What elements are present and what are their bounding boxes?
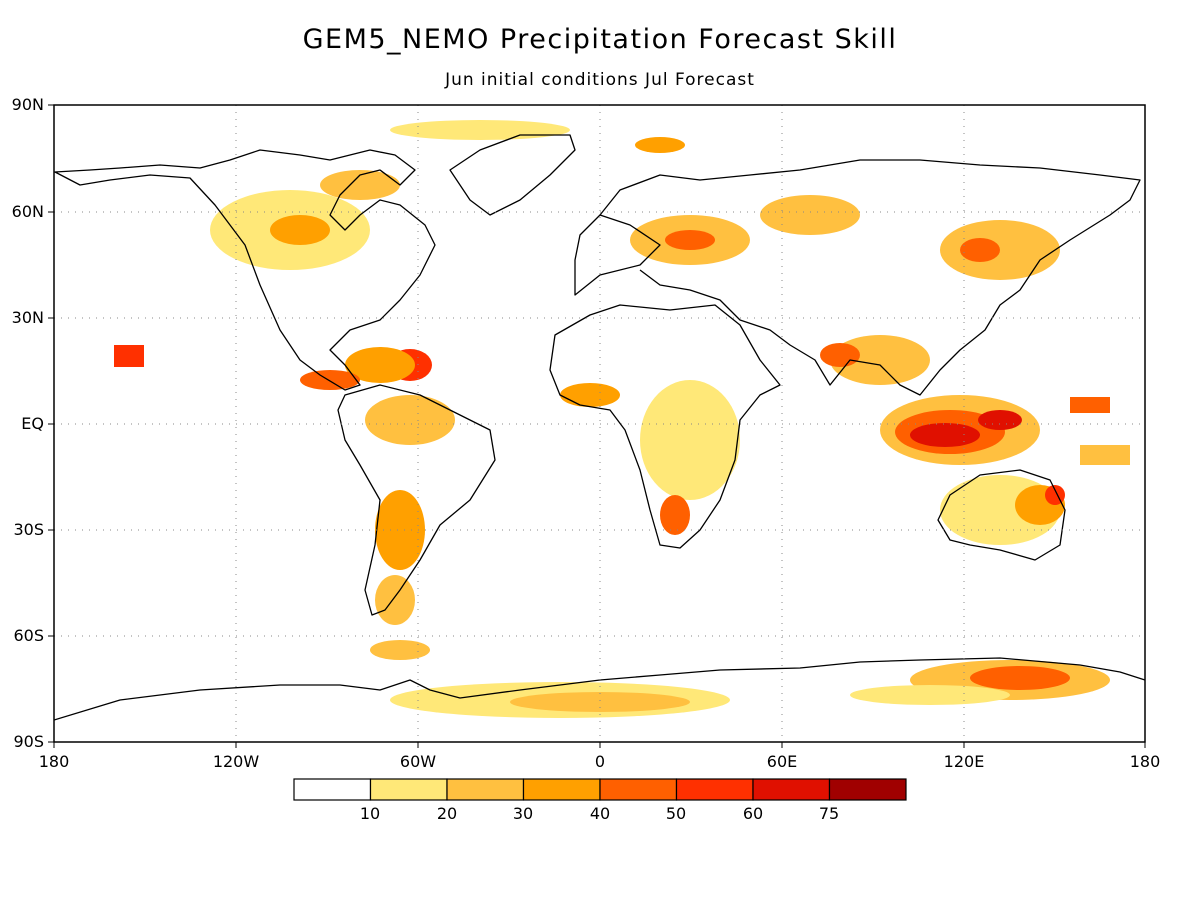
lon-label-180w: 180 <box>38 752 70 771</box>
colorbar-segment <box>675 778 754 801</box>
lon-label-180e: 180 <box>1129 752 1161 771</box>
lon-label-60e: 60E <box>766 752 798 771</box>
colorbar <box>293 778 907 801</box>
lat-label-60n: 60N <box>11 202 44 221</box>
skill-shading <box>114 120 1130 718</box>
lon-label-120e: 120E <box>943 752 985 771</box>
lat-label-30n: 30N <box>11 308 44 327</box>
lon-label-0: 0 <box>594 752 606 771</box>
lat-label-60s: 60S <box>13 626 44 645</box>
colorbar-label-50: 50 <box>665 804 687 823</box>
lon-label-120w: 120W <box>212 752 260 771</box>
colorbar-segment <box>446 778 525 801</box>
colorbar-label-40: 40 <box>589 804 611 823</box>
colorbar-label-60: 60 <box>742 804 764 823</box>
colorbar-segment <box>752 778 831 801</box>
colorbar-segment <box>369 778 448 801</box>
colorbar-label-75: 75 <box>818 804 840 823</box>
colorbar-label-10: 10 <box>359 804 381 823</box>
colorbar-label-30: 30 <box>512 804 534 823</box>
lat-label-30s: 30S <box>13 520 44 539</box>
colorbar-segment <box>522 778 601 801</box>
colorbar-segment <box>293 778 372 801</box>
chart-subtitle: Jun initial conditions Jul Forecast <box>445 70 755 90</box>
lat-label-90s: 90S <box>13 732 44 751</box>
lat-label-eq: EQ <box>21 414 44 433</box>
lon-label-60w: 60W <box>399 752 437 771</box>
colorbar-label-20: 20 <box>436 804 458 823</box>
colorbar-segment <box>828 778 907 801</box>
chart-title: GEM5_NEMO Precipitation Forecast Skill <box>302 24 898 55</box>
coastlines <box>54 134 1145 721</box>
lat-label-90n: 90N <box>11 95 44 114</box>
colorbar-segment <box>599 778 678 801</box>
axis-ticks <box>48 104 1146 748</box>
